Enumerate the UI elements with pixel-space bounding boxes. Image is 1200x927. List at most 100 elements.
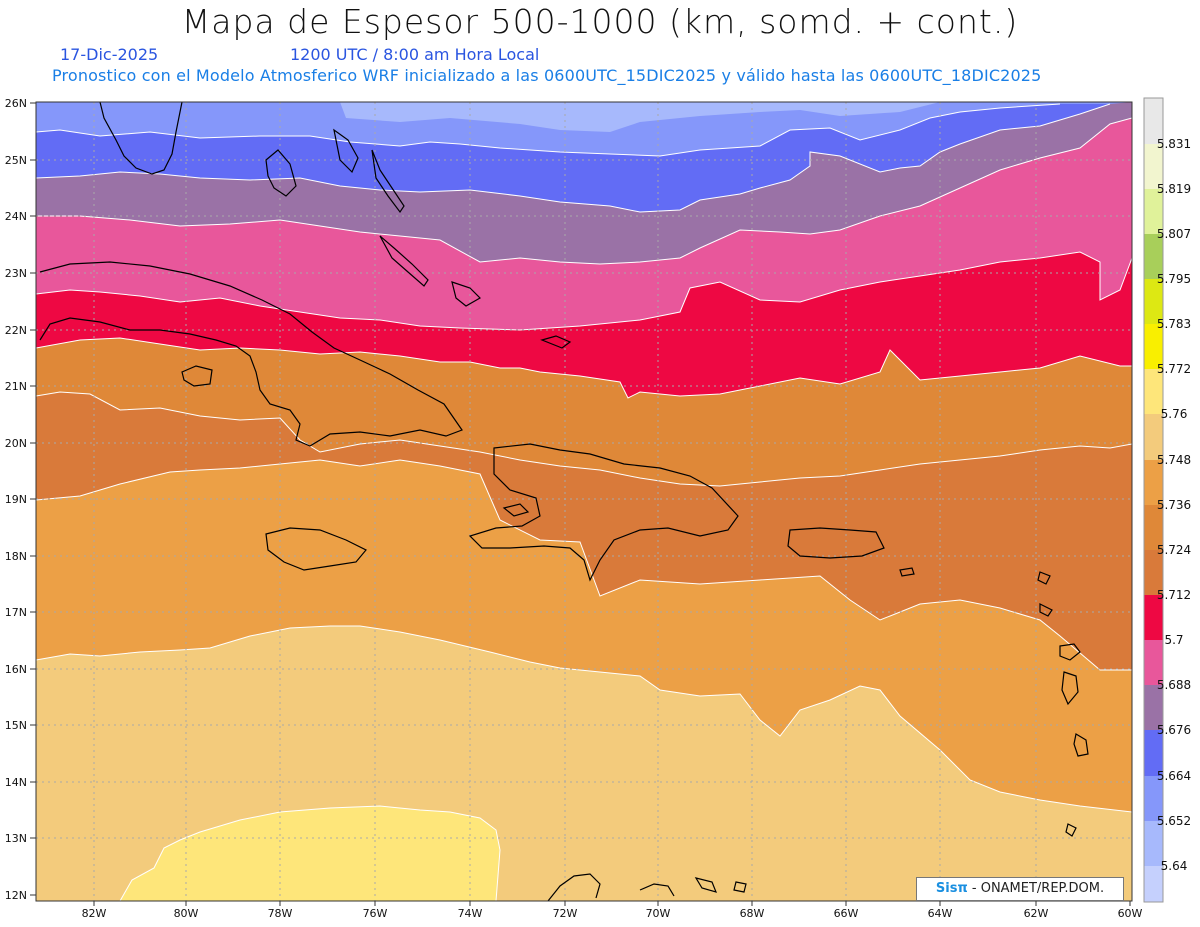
map-title: Mapa de Espesor 500-1000 (km, somd. + co…	[181, 2, 1019, 41]
contour-lines	[36, 103, 1132, 901]
lat-label: 14N	[5, 776, 27, 789]
band-5760	[120, 806, 500, 901]
coast-aruba	[694, 877, 718, 893]
coast-bahamas-andros	[265, 149, 297, 197]
lon-label: 78W	[268, 907, 293, 920]
coast-guadeloupe	[1059, 643, 1081, 661]
cb-box	[1144, 505, 1163, 550]
lon-label: 66W	[834, 907, 859, 920]
cb-box	[1144, 866, 1163, 902]
coast-florida	[99, 102, 183, 175]
cb-label: 5.724	[1157, 543, 1191, 557]
cb-label: 5.772	[1157, 362, 1191, 376]
cb-box	[1144, 324, 1163, 369]
lat-label: 18N	[5, 550, 27, 563]
lat-label: 16N	[5, 663, 27, 676]
coast-vi	[899, 567, 915, 577]
band-top-light	[340, 102, 940, 132]
coast-martinique	[1061, 671, 1079, 706]
cb-label: 5.712	[1157, 588, 1191, 602]
lon-label: 60W	[1118, 907, 1143, 920]
coast-hispaniola	[468, 443, 739, 582]
cb-label: 5.652	[1157, 814, 1191, 828]
coast-isla-juventud	[181, 365, 213, 387]
lon-axis: 82W 80W 78W 76W 74W 72W 70W 68W 66W 64W …	[82, 907, 1143, 920]
lat-label: 22N	[5, 324, 27, 337]
cb-box	[1144, 189, 1163, 234]
cb-box	[1144, 550, 1163, 595]
lon-label: 64W	[928, 907, 953, 920]
cb-label: 5.7	[1164, 633, 1183, 647]
cb-box	[1144, 640, 1163, 685]
graticule	[36, 102, 1132, 901]
map-canvas	[36, 102, 1132, 901]
cb-box	[1144, 144, 1163, 189]
coast-st-lucia	[1073, 733, 1089, 757]
lat-label: 20N	[5, 437, 27, 450]
lat-ticks	[30, 102, 36, 896]
coast-puerto-rico	[787, 527, 885, 559]
coast-lesser-antilles-1	[1037, 571, 1051, 585]
cb-box	[1144, 776, 1163, 821]
lon-label: 72W	[553, 907, 578, 920]
coast-south-america-2	[639, 883, 675, 897]
lon-label: 68W	[740, 907, 765, 920]
coast-gonave	[502, 503, 530, 517]
coast-south-america-1	[547, 873, 601, 901]
cb-box	[1144, 595, 1163, 640]
coast-cuba	[39, 261, 463, 447]
cb-label: 5.664	[1157, 769, 1191, 783]
cb-box	[1144, 460, 1163, 505]
lon-label: 80W	[174, 907, 199, 920]
credit-box: Sisπ - ONAMET/REP.DOM.	[916, 877, 1124, 901]
lat-label: 25N	[5, 154, 27, 167]
coastlines	[39, 102, 1089, 901]
cb-label: 5.748	[1157, 453, 1191, 467]
cb-frame	[1143, 97, 1164, 903]
lat-label: 26N	[5, 97, 27, 110]
cb-label: 5.676	[1157, 723, 1191, 737]
lat-label: 23N	[5, 267, 27, 280]
lon-label: 62W	[1024, 907, 1049, 920]
cb-box	[1144, 98, 1163, 144]
cb-label: 5.76	[1161, 407, 1188, 421]
coast-lesser-antilles-2	[1039, 603, 1053, 617]
lat-label: 12N	[5, 889, 27, 902]
credit-text: - ONAMET/REP.DOM.	[967, 881, 1105, 896]
colorbar: 5.831 5.819 5.807 5.795 5.783 5.772 5.76…	[1143, 97, 1191, 903]
cb-box	[1144, 234, 1163, 279]
coast-turks	[540, 335, 572, 349]
cb-label: 5.64	[1161, 859, 1188, 873]
coast-jamaica	[265, 527, 367, 571]
lat-label: 24N	[5, 210, 27, 223]
time-label: 1200 UTC / 8:00 am Hora Local	[290, 45, 540, 64]
coast-bahamas-abaco	[333, 128, 359, 174]
cb-box	[1144, 369, 1163, 414]
lat-label: 13N	[5, 832, 27, 845]
lon-label: 70W	[646, 907, 671, 920]
cb-label: 5.807	[1157, 227, 1191, 241]
lon-ticks	[93, 901, 1131, 906]
coast-margarita	[733, 881, 747, 893]
date-label: 17-Dic-2025	[60, 45, 159, 64]
lon-label: 82W	[82, 907, 107, 920]
lat-label: 19N	[5, 493, 27, 506]
forecast-info: Pronostico con el Modelo Atmosferico WRF…	[52, 66, 1042, 85]
cb-label: 5.783	[1157, 317, 1191, 331]
cb-label: 5.819	[1157, 182, 1191, 196]
lat-label: 17N	[5, 606, 27, 619]
cb-box	[1144, 279, 1163, 324]
map-frame	[35, 101, 1133, 902]
cb-label: 5.736	[1157, 498, 1191, 512]
cb-label: 5.831	[1157, 137, 1191, 151]
coast-bahamas-long	[379, 235, 429, 287]
cb-box	[1144, 821, 1163, 866]
cb-box	[1144, 414, 1163, 460]
lon-label: 76W	[363, 907, 388, 920]
coast-bahamas-south	[451, 281, 481, 307]
cb-box	[1144, 685, 1163, 730]
cb-label: 5.795	[1157, 272, 1191, 286]
coast-bahamas-eleuthera	[371, 149, 405, 214]
cb-label: 5.688	[1157, 678, 1191, 692]
